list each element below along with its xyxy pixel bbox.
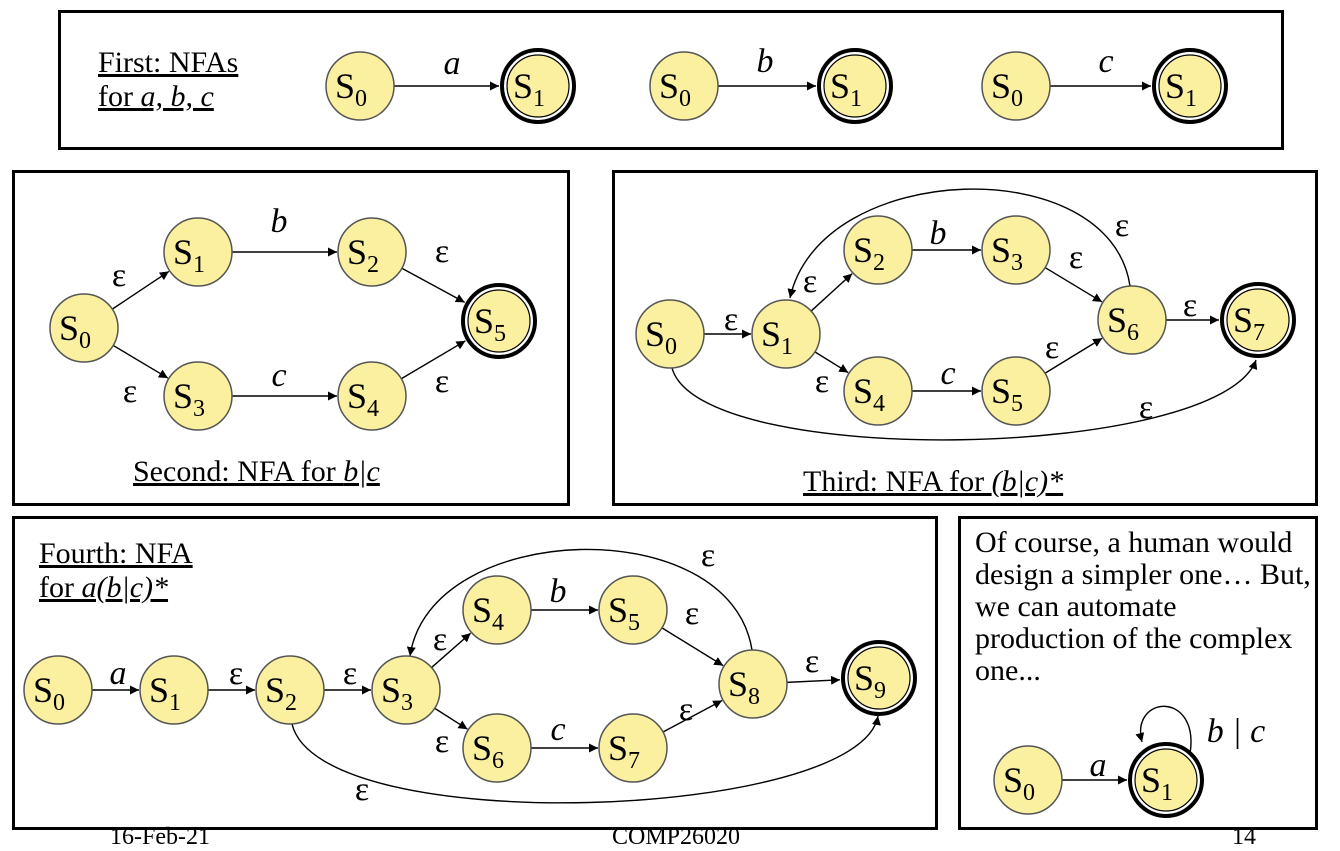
edge-label-eps: ε <box>229 655 243 692</box>
edge-s2-s9-bypass <box>291 715 881 804</box>
state-s1-final: S1 <box>1128 742 1204 818</box>
state-s6: S6 <box>462 713 532 783</box>
state-s0: S0 <box>993 745 1063 815</box>
edge-label-b: b <box>271 203 288 240</box>
edge-s4-s5 <box>400 340 466 380</box>
state-s4: S4 <box>843 356 913 426</box>
edge-label-c: c <box>1098 43 1113 80</box>
edge-s8-s3-loop <box>406 548 753 657</box>
edge-label-eps: ε <box>1069 239 1083 276</box>
edge-label-c: c <box>550 711 565 748</box>
edge-label-eps: ε <box>435 233 449 270</box>
svg-text:S0: S0 <box>1003 760 1035 806</box>
edge-label-eps: ε <box>112 257 126 294</box>
edge-label-eps: ε <box>343 655 357 692</box>
edge-label-eps: ε <box>685 595 699 632</box>
state-s7: S7 <box>598 713 668 783</box>
state-s1-final: S1 <box>817 48 893 124</box>
edge-s7-s8 <box>662 699 723 733</box>
state-s1: S1 <box>751 299 821 369</box>
state-s9-final: S9 <box>841 640 917 716</box>
state-s5: S5 <box>981 356 1051 426</box>
edge-s3-s4 <box>431 632 472 669</box>
edge-label-eps: ε <box>805 643 819 680</box>
state-s3: S3 <box>371 655 441 725</box>
edge-label-eps: ε <box>724 301 738 338</box>
edge-label-eps: ε <box>435 363 449 400</box>
state-s3: S3 <box>163 361 233 431</box>
edge-label-b: b <box>930 215 947 252</box>
edge-label-a: a <box>1090 747 1107 784</box>
state-s1: S1 <box>139 655 209 725</box>
edge-s6-s1-loop <box>787 188 1131 299</box>
edge-s2-s5 <box>401 267 466 303</box>
edge-label-b: b <box>550 573 567 610</box>
svg-text:S6: S6 <box>472 728 504 774</box>
state-s0: S0 <box>635 299 705 369</box>
edge-label-eps: ε <box>803 263 817 300</box>
state-s2: S2 <box>337 217 407 287</box>
panel-first-title: First: NFAs for a, b, c <box>98 46 239 113</box>
state-s0: S0 <box>23 655 93 725</box>
panel-first-nfas: First: NFAs for a, b, c <box>58 10 1284 150</box>
state-s4: S4 <box>337 361 407 431</box>
edge-label-eps: ε <box>1183 287 1197 324</box>
edge-s5-s6 <box>1044 337 1103 374</box>
state-s6: S6 <box>1097 285 1167 355</box>
edge-s1-s4 <box>814 351 849 374</box>
state-s1-final: S1 <box>1152 48 1228 124</box>
edge-label-b: b <box>757 43 774 80</box>
footer-course: COMP26020 <box>612 824 741 850</box>
panel-second-title: Second: NFA for b|c <box>133 455 380 488</box>
state-s0: S0 <box>49 293 119 363</box>
edge-label-b-or-c: b | c <box>1207 713 1265 750</box>
edge-label-eps: ε <box>1045 329 1059 366</box>
edge-label-eps: ε <box>123 373 137 410</box>
simpler-nfa-note: Of course, a human would design a simple… <box>975 526 1311 687</box>
edge-s0-s3 <box>112 344 169 379</box>
edge-label-a: a <box>110 655 127 692</box>
state-s2: S2 <box>255 655 325 725</box>
state-s0: S0 <box>325 51 395 121</box>
edge-label-eps: ε <box>815 363 829 400</box>
edge-label-eps: ε <box>1139 389 1153 426</box>
edge-s3-s6 <box>1044 266 1103 303</box>
state-s1: S1 <box>163 217 233 287</box>
edge-label-c: c <box>271 357 286 394</box>
edge-label-c: c <box>940 355 955 392</box>
state-s8: S8 <box>718 649 788 719</box>
edge-s8-s9 <box>786 675 841 685</box>
edge-label-eps: ε <box>701 537 715 574</box>
state-s0: S0 <box>981 51 1051 121</box>
state-s7-final: S7 <box>1220 282 1296 358</box>
state-s2: S2 <box>843 215 913 285</box>
edge-label-eps: ε <box>355 771 369 808</box>
panel-third-title: Third: NFA for (b|c)* <box>803 465 1064 498</box>
edge-label-eps: ε <box>1115 207 1129 244</box>
footer-date: 16-Feb-21 <box>110 824 210 850</box>
edge-label-eps: ε <box>433 621 447 658</box>
state-s5: S5 <box>598 575 668 645</box>
edge-s5-s8 <box>661 627 724 667</box>
edge-s0-s1 <box>111 270 170 310</box>
state-s4: S4 <box>462 575 532 645</box>
edge-s0-s7-bypass <box>671 359 1258 441</box>
state-s1-final: S1 <box>500 48 576 124</box>
edge-s1-s2 <box>810 273 853 312</box>
edge-label-a: a <box>444 45 461 82</box>
panel-third-nfa: Third: NFA for (b|c)* <box>612 170 1318 506</box>
footer-page: 14 <box>1232 824 1256 850</box>
state-s5-final: S5 <box>461 283 537 359</box>
panel-fourth-title: Fourth: NFA for a(b|c)* <box>39 537 193 604</box>
svg-text:S5: S5 <box>608 590 640 636</box>
edge-s3-s6 <box>434 707 468 730</box>
state-s3: S3 <box>981 215 1051 285</box>
state-s0: S0 <box>649 51 719 121</box>
edge-label-eps: ε <box>435 723 449 760</box>
edge-s1-self-loop <box>1135 705 1192 755</box>
svg-text:S0: S0 <box>991 66 1023 112</box>
edge-label-eps: ε <box>679 691 693 728</box>
